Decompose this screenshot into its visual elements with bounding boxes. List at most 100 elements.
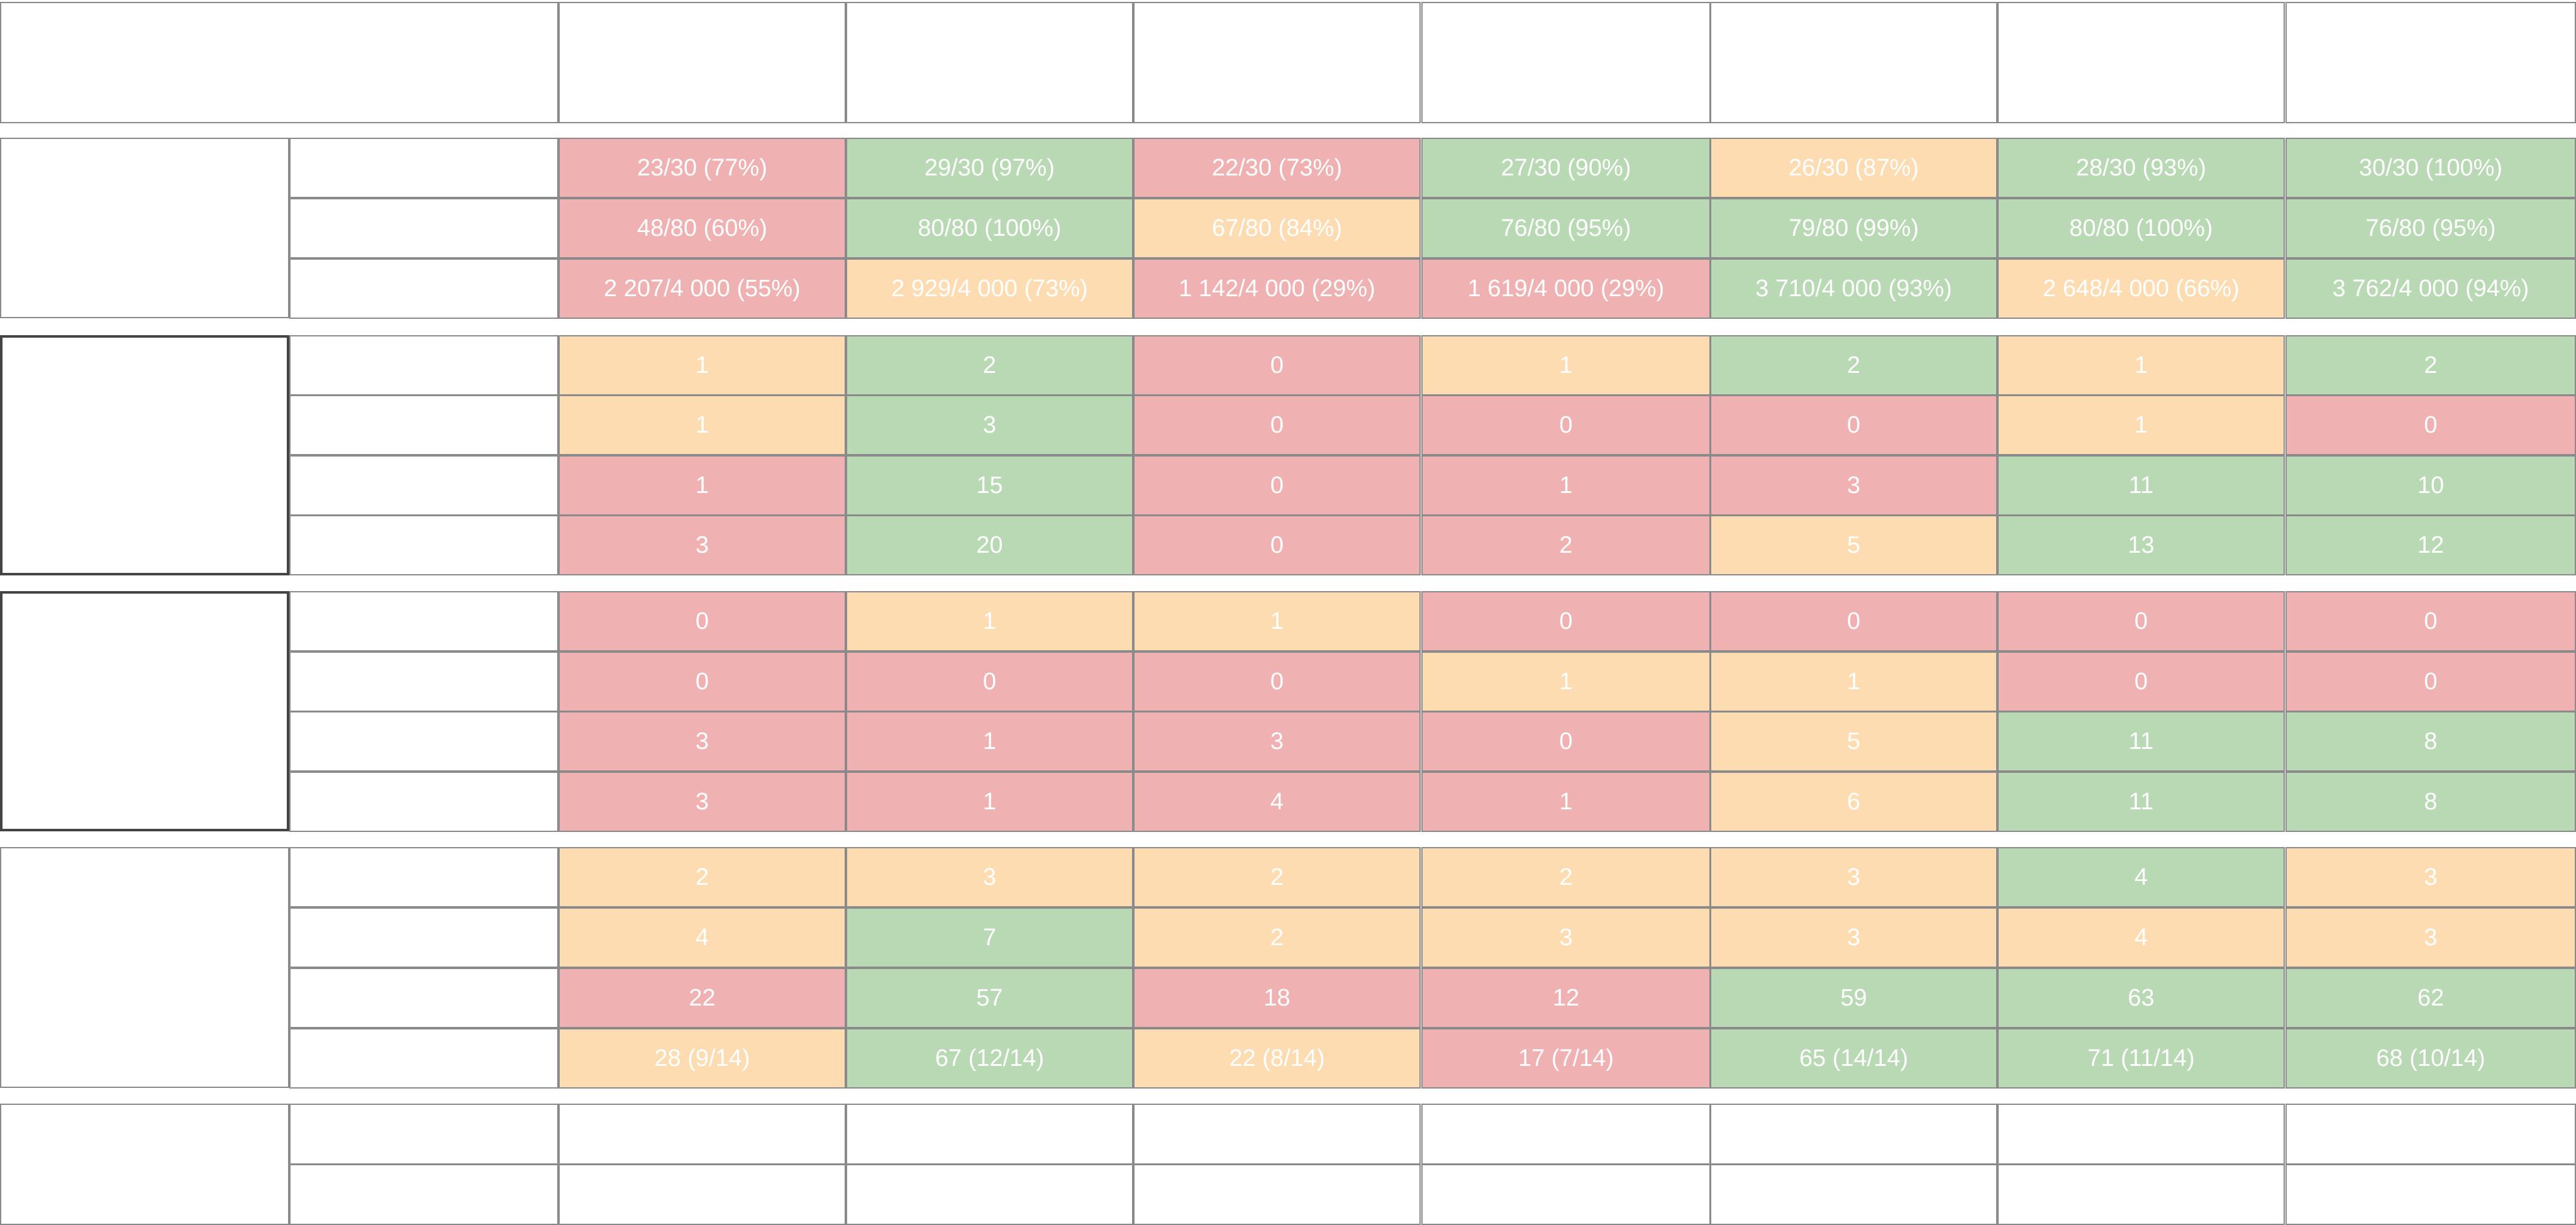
data-cell: 2 (1710, 335, 1997, 396)
data-cell: 4 (1997, 847, 2285, 907)
data-cell: 5 (1710, 711, 1997, 772)
data-cell: 22 (558, 968, 846, 1028)
row-label (289, 198, 558, 258)
data-cell: 18 (1133, 968, 1421, 1028)
data-cell: 1 142/4 000 (29%) (1133, 258, 1421, 319)
data-cell: 71 (11/14) (1997, 1028, 2285, 1089)
data-cell: 79/80 (99%) (1710, 198, 1997, 258)
data-cell: 67/80 (84%) (1133, 198, 1421, 258)
data-cell: 2 (1133, 847, 1421, 907)
data-cell: 11 (1997, 772, 2285, 832)
data-cell: 1 (1710, 651, 1997, 712)
data-cell (1421, 1104, 1711, 1165)
data-cell: 0 (1133, 455, 1421, 516)
data-cell: 26/30 (87%) (1710, 138, 1997, 198)
data-cell (558, 1104, 846, 1165)
data-cell: 0 (1133, 395, 1421, 455)
data-cell (1133, 1164, 1421, 1225)
data-cell: 80/80 (100%) (846, 198, 1133, 258)
data-cell: 10 (2285, 455, 2576, 516)
header-cell (0, 2, 558, 123)
data-cell (2285, 1164, 2576, 1225)
header-cell (2285, 2, 2576, 123)
data-cell: 2 (846, 335, 1133, 396)
data-cell: 0 (846, 651, 1133, 712)
data-cell: 1 (558, 335, 846, 396)
data-cell: 68 (10/14) (2285, 1028, 2576, 1089)
data-cell: 12 (2285, 515, 2576, 575)
data-cell: 11 (1997, 711, 2285, 772)
data-cell (1710, 1104, 1997, 1165)
data-cell: 48/80 (60%) (558, 198, 846, 258)
group-label (0, 847, 289, 1088)
data-cell: 3 762/4 000 (94%) (2285, 258, 2576, 319)
header-cell (1997, 2, 2285, 123)
data-cell: 0 (2285, 591, 2576, 651)
data-cell: 1 (1421, 772, 1711, 832)
data-cell: 2 (2285, 335, 2576, 396)
data-cell: 1 (1133, 591, 1421, 651)
data-cell: 0 (558, 651, 846, 712)
data-cell: 0 (2285, 395, 2576, 455)
data-cell: 2 (1421, 847, 1711, 907)
data-cell: 0 (558, 591, 846, 651)
data-cell (1133, 1104, 1421, 1165)
data-cell: 3 (1710, 847, 1997, 907)
data-cell: 28/30 (93%) (1997, 138, 2285, 198)
data-cell: 1 (558, 455, 846, 516)
row-label (289, 847, 558, 907)
data-cell: 2 207/4 000 (55%) (558, 258, 846, 319)
data-cell: 27/30 (90%) (1421, 138, 1711, 198)
data-cell: 3 (1133, 711, 1421, 772)
data-cell: 3 (558, 515, 846, 575)
data-cell (1421, 1164, 1711, 1225)
data-cell: 80/80 (100%) (1997, 198, 2285, 258)
data-cell: 1 (846, 772, 1133, 832)
data-cell: 1 (558, 395, 846, 455)
row-label (289, 907, 558, 968)
data-cell: 3 (558, 711, 846, 772)
row-label (289, 1164, 558, 1225)
row-label (289, 772, 558, 832)
row-label (289, 651, 558, 712)
data-cell: 0 (1133, 515, 1421, 575)
data-cell: 29/30 (97%) (846, 138, 1133, 198)
data-cell: 5 (1710, 515, 1997, 575)
data-cell: 0 (1421, 395, 1711, 455)
data-cell: 2 648/4 000 (66%) (1997, 258, 2285, 319)
group-label (0, 1104, 289, 1225)
data-cell: 76/80 (95%) (1421, 198, 1711, 258)
group-label (0, 591, 289, 831)
data-cell: 2 929/4 000 (73%) (846, 258, 1133, 319)
row-label (289, 515, 558, 575)
data-cell: 63 (1997, 968, 2285, 1028)
data-cell: 2 (1421, 515, 1711, 575)
data-cell: 2 (1133, 907, 1421, 968)
data-cell: 23/30 (77%) (558, 138, 846, 198)
data-cell: 8 (2285, 772, 2576, 832)
data-cell: 20 (846, 515, 1133, 575)
row-label (289, 1028, 558, 1089)
data-cell: 4 (1133, 772, 1421, 832)
group-label (0, 335, 289, 575)
data-cell (558, 1164, 846, 1225)
data-cell: 3 (1710, 455, 1997, 516)
data-cell: 8 (2285, 711, 2576, 772)
header-cell (846, 2, 1133, 123)
row-label (289, 591, 558, 651)
data-cell (1997, 1104, 2285, 1165)
data-cell: 0 (1421, 711, 1711, 772)
data-cell: 1 (1997, 335, 2285, 396)
data-cell (846, 1164, 1133, 1225)
data-cell: 3 (1421, 907, 1711, 968)
data-cell: 7 (846, 907, 1133, 968)
data-cell: 62 (2285, 968, 2576, 1028)
data-cell: 0 (1710, 591, 1997, 651)
data-cell (1997, 1164, 2285, 1225)
row-label (289, 968, 558, 1028)
data-cell: 67 (12/14) (846, 1028, 1133, 1089)
data-cell: 28 (9/14) (558, 1028, 846, 1089)
data-cell: 3 (1710, 907, 1997, 968)
data-cell: 3 (558, 772, 846, 832)
row-label (289, 138, 558, 198)
